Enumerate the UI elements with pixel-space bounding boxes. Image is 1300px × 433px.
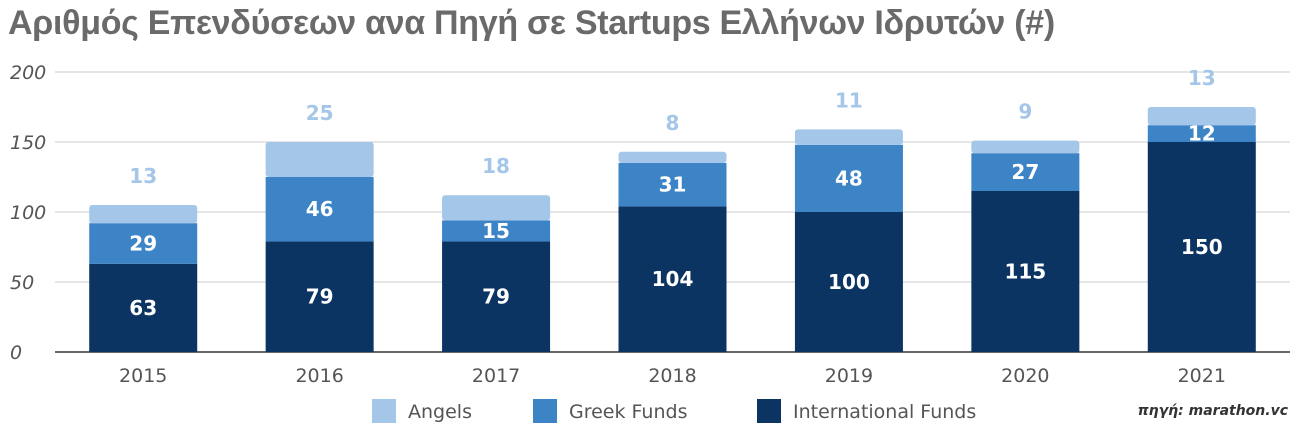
- bar-segment: [265, 177, 374, 242]
- x-tick-label: 2021: [1178, 365, 1226, 387]
- source-note: πηγή: marathon.vc: [1137, 403, 1288, 419]
- bar-segment: [618, 163, 727, 207]
- x-tick-label: 2019: [825, 365, 873, 387]
- data-label: 48: [835, 166, 863, 190]
- data-label: 11: [835, 88, 863, 112]
- data-label: 150: [1181, 235, 1223, 259]
- x-tick-label: 2016: [295, 365, 343, 387]
- bar-segment: [794, 212, 903, 352]
- legend-label: Greek Funds: [569, 401, 687, 423]
- bar-segment: [794, 129, 903, 145]
- data-label: 31: [659, 173, 687, 197]
- y-tick-label: 0: [10, 342, 22, 364]
- legend-swatch: [533, 399, 557, 423]
- bar-segment: [618, 206, 727, 352]
- data-label: 46: [306, 197, 334, 221]
- data-label: 18: [482, 154, 510, 178]
- bar-segment: [971, 153, 1080, 191]
- y-tick-label: 50: [10, 272, 34, 294]
- bar-segment: [89, 223, 198, 264]
- legend-swatch: [757, 399, 781, 423]
- data-label: 115: [1004, 260, 1046, 284]
- data-label: 104: [652, 267, 694, 291]
- chart-title: Αριθμός Επενδύσεων ανα Πηγή σε Startups …: [8, 4, 1055, 42]
- bar-segment: [442, 195, 551, 221]
- data-label: 79: [482, 285, 510, 309]
- y-tick-label: 200: [10, 62, 46, 84]
- x-tick-label: 2018: [648, 365, 696, 387]
- data-label: 12: [1188, 122, 1216, 146]
- bar-segment: [1147, 125, 1256, 142]
- data-label: 13: [1188, 66, 1216, 90]
- data-label: 100: [828, 270, 870, 294]
- data-label: 25: [306, 101, 334, 125]
- bar-segment: [971, 140, 1080, 154]
- x-tick-label: 2015: [119, 365, 167, 387]
- legend-label: Angels: [408, 401, 472, 423]
- y-tick-label: 100: [10, 202, 46, 224]
- bar-segment: [89, 263, 198, 352]
- bar-segment: [265, 241, 374, 352]
- data-label: 29: [129, 232, 157, 256]
- data-label: 63: [129, 296, 157, 320]
- bar-segment: [89, 205, 198, 224]
- legend-swatch: [372, 399, 396, 423]
- bar-segment: [971, 191, 1080, 352]
- bar-segment: [442, 220, 551, 242]
- y-tick-label: 150: [10, 132, 46, 154]
- data-label: 13: [129, 164, 157, 188]
- data-label: 15: [482, 219, 510, 243]
- data-label: 8: [666, 111, 680, 135]
- legend-label: International Funds: [793, 401, 976, 423]
- bar-segment: [794, 144, 903, 212]
- data-label: 9: [1018, 100, 1032, 124]
- bar-segment: [442, 241, 551, 352]
- x-tick-label: 2017: [472, 365, 520, 387]
- bar-segment: [1147, 142, 1256, 352]
- data-label: 27: [1011, 160, 1039, 184]
- bar-segment: [1147, 107, 1256, 126]
- bar-segment: [618, 151, 727, 163]
- bar-segment: [265, 142, 374, 177]
- x-tick-label: 2020: [1001, 365, 1049, 387]
- data-label: 79: [306, 285, 334, 309]
